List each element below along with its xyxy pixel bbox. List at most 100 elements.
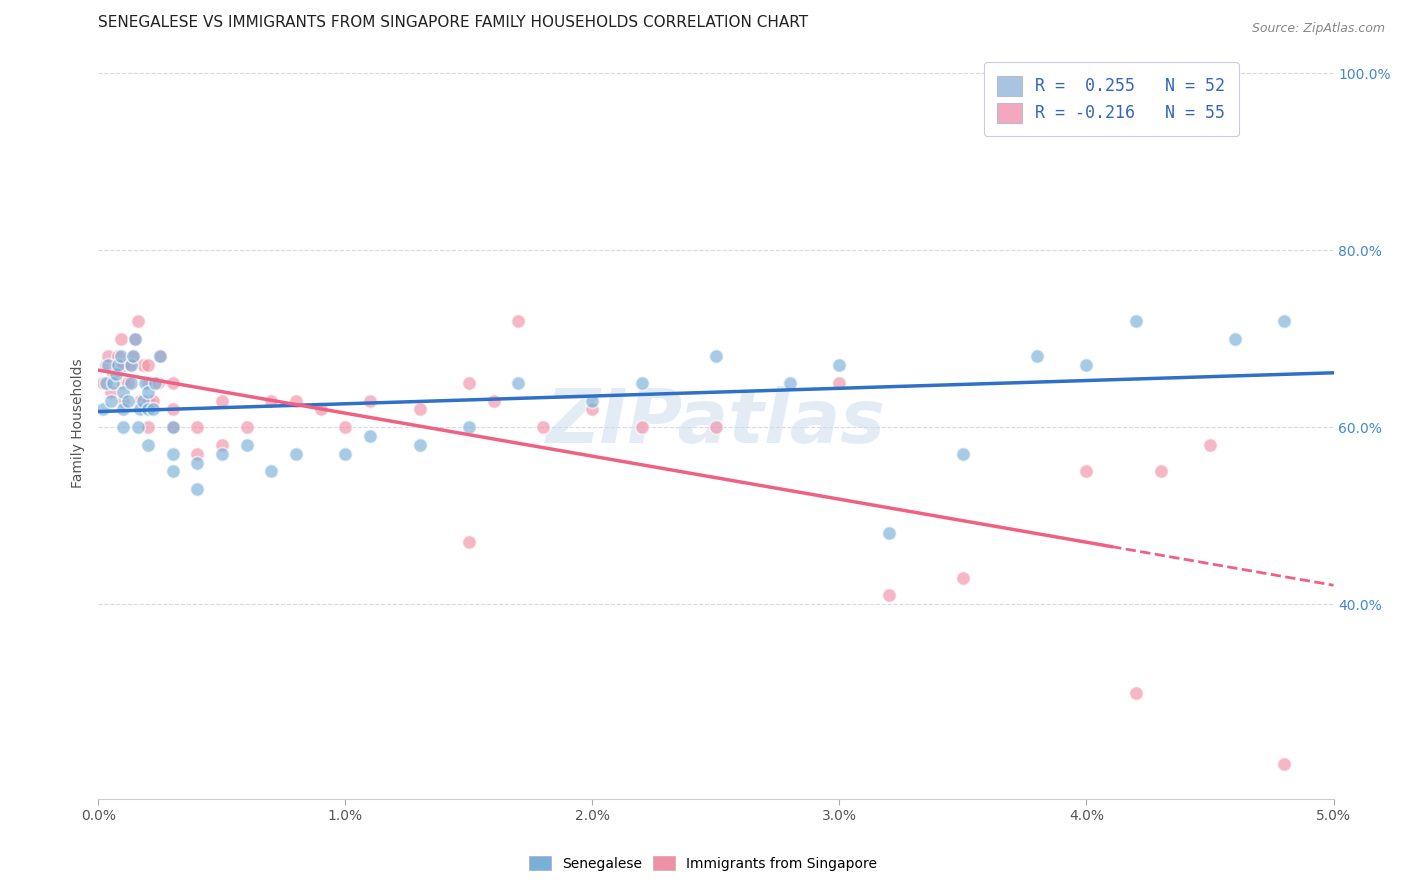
Point bbox=[704, 349, 727, 363]
Point bbox=[132, 358, 155, 372]
Point bbox=[162, 465, 184, 479]
Point bbox=[581, 393, 603, 408]
Point bbox=[142, 402, 165, 417]
Point bbox=[162, 420, 184, 434]
Point bbox=[309, 402, 332, 417]
Point bbox=[1026, 349, 1049, 363]
Point bbox=[94, 376, 117, 390]
Point bbox=[408, 438, 430, 452]
Point bbox=[129, 393, 152, 408]
Point bbox=[581, 402, 603, 417]
Point bbox=[136, 393, 159, 408]
Point bbox=[122, 349, 145, 363]
Point bbox=[1199, 438, 1222, 452]
Point bbox=[186, 456, 208, 470]
Point bbox=[120, 358, 142, 372]
Point bbox=[136, 358, 159, 372]
Point bbox=[104, 358, 127, 372]
Point bbox=[779, 376, 801, 390]
Point bbox=[1272, 756, 1295, 771]
Point bbox=[186, 447, 208, 461]
Point bbox=[127, 420, 149, 434]
Text: Source: ZipAtlas.com: Source: ZipAtlas.com bbox=[1251, 22, 1385, 36]
Point bbox=[97, 349, 120, 363]
Point bbox=[211, 447, 233, 461]
Point bbox=[1149, 465, 1171, 479]
Point bbox=[828, 358, 851, 372]
Text: ZIPatlas: ZIPatlas bbox=[546, 386, 886, 459]
Point bbox=[285, 393, 308, 408]
Point bbox=[97, 358, 120, 372]
Point bbox=[482, 393, 505, 408]
Point bbox=[132, 393, 155, 408]
Point bbox=[162, 376, 184, 390]
Point bbox=[129, 402, 152, 417]
Point bbox=[458, 535, 481, 549]
Point bbox=[100, 393, 122, 408]
Point bbox=[359, 429, 381, 443]
Point bbox=[143, 376, 166, 390]
Point bbox=[107, 358, 129, 372]
Point bbox=[112, 376, 135, 390]
Point bbox=[408, 402, 430, 417]
Point bbox=[120, 376, 142, 390]
Point bbox=[877, 526, 900, 541]
Point bbox=[127, 314, 149, 328]
Point bbox=[335, 447, 357, 461]
Point bbox=[107, 349, 129, 363]
Point bbox=[110, 332, 132, 346]
Point bbox=[103, 367, 125, 381]
Point bbox=[531, 420, 554, 434]
Point bbox=[631, 420, 654, 434]
Point bbox=[142, 393, 165, 408]
Point bbox=[149, 349, 172, 363]
Point bbox=[186, 420, 208, 434]
Point bbox=[1272, 314, 1295, 328]
Point bbox=[828, 376, 851, 390]
Point bbox=[136, 402, 159, 417]
Point bbox=[1125, 314, 1147, 328]
Point bbox=[1076, 465, 1098, 479]
Point bbox=[93, 376, 115, 390]
Point bbox=[260, 465, 283, 479]
Point bbox=[260, 393, 283, 408]
Point bbox=[1076, 358, 1098, 372]
Point bbox=[704, 420, 727, 434]
Point bbox=[146, 376, 169, 390]
Y-axis label: Family Households: Family Households bbox=[72, 358, 86, 488]
Point bbox=[94, 358, 117, 372]
Legend: Senegalese, Immigrants from Singapore: Senegalese, Immigrants from Singapore bbox=[522, 849, 884, 878]
Point bbox=[359, 393, 381, 408]
Point bbox=[877, 589, 900, 603]
Point bbox=[508, 376, 530, 390]
Point bbox=[162, 402, 184, 417]
Text: SENEGALESE VS IMMIGRANTS FROM SINGAPORE FAMILY HOUSEHOLDS CORRELATION CHART: SENEGALESE VS IMMIGRANTS FROM SINGAPORE … bbox=[98, 15, 808, 30]
Legend: R =  0.255   N = 52, R = -0.216   N = 55: R = 0.255 N = 52, R = -0.216 N = 55 bbox=[984, 62, 1239, 136]
Point bbox=[124, 332, 146, 346]
Point bbox=[124, 332, 146, 346]
Point bbox=[120, 358, 142, 372]
Point bbox=[285, 447, 308, 461]
Point bbox=[136, 384, 159, 399]
Point bbox=[162, 420, 184, 434]
Point bbox=[122, 349, 145, 363]
Point bbox=[112, 420, 135, 434]
Point bbox=[134, 376, 156, 390]
Point bbox=[112, 384, 135, 399]
Point bbox=[211, 438, 233, 452]
Point bbox=[335, 420, 357, 434]
Point bbox=[104, 367, 127, 381]
Point bbox=[149, 349, 172, 363]
Point bbox=[235, 420, 257, 434]
Point bbox=[110, 349, 132, 363]
Point bbox=[117, 393, 139, 408]
Point bbox=[508, 314, 530, 328]
Point bbox=[1223, 332, 1246, 346]
Point bbox=[952, 571, 974, 585]
Point bbox=[103, 376, 125, 390]
Point bbox=[186, 482, 208, 496]
Point bbox=[136, 376, 159, 390]
Point bbox=[235, 438, 257, 452]
Point bbox=[458, 420, 481, 434]
Point bbox=[100, 384, 122, 399]
